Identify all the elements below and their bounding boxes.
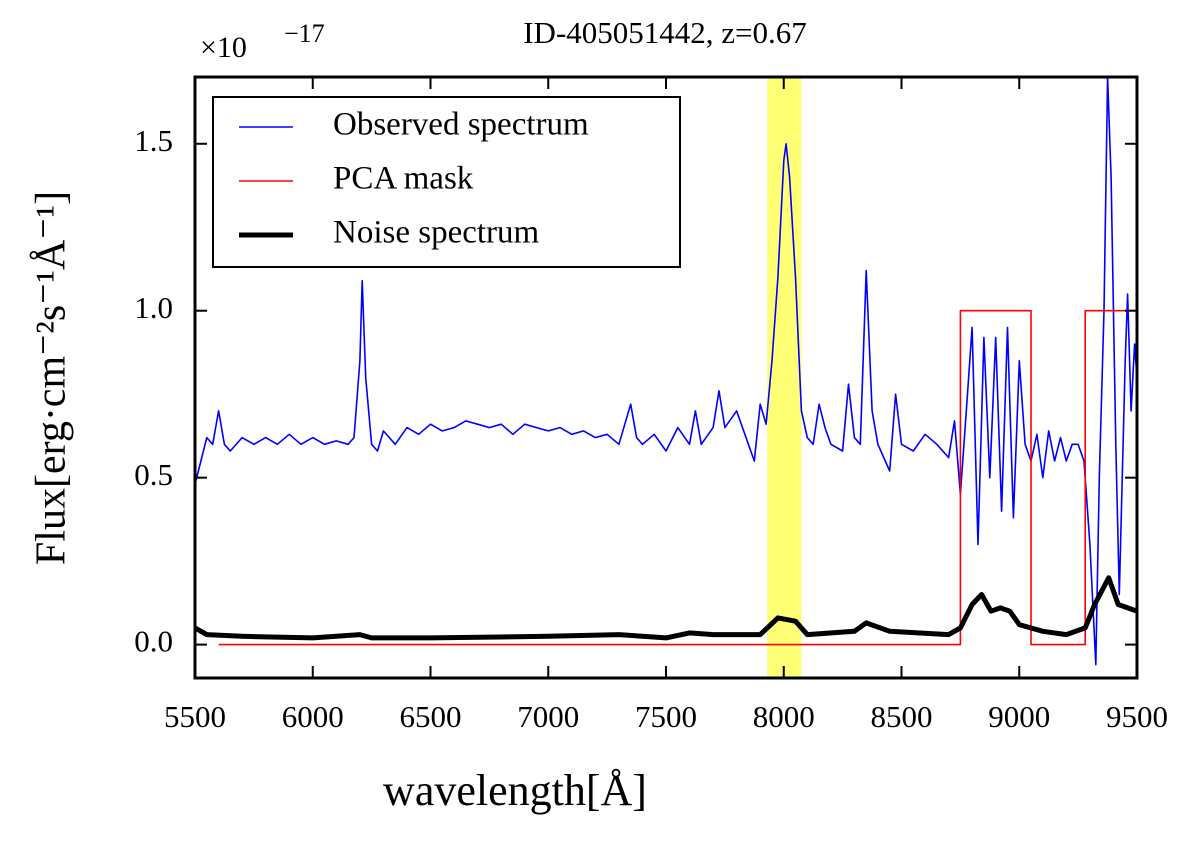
series-line: [218, 309, 1137, 646]
series-line: [195, 77, 1137, 666]
y-offset-exponent: −17: [284, 19, 325, 48]
legend-label: Observed spectrum: [333, 107, 589, 143]
x-tick-label: 8000: [753, 699, 815, 734]
x-tick-label: 5500: [164, 699, 226, 734]
x-tick-label: 9500: [1106, 699, 1168, 734]
chart-title: ID-405051442, z=0.67: [523, 15, 807, 50]
legend-label: PCA mask: [333, 161, 474, 197]
x-tick-label: 8500: [871, 699, 933, 734]
series-line: [195, 575, 1137, 641]
x-tick-label: 6500: [400, 699, 462, 734]
y-offset-base: ×10: [200, 31, 247, 64]
legend-label: Noise spectrum: [333, 215, 540, 251]
highlight-band: [767, 77, 802, 678]
y-tick-label: 1.5: [134, 123, 173, 158]
y-tick-label: 0.5: [134, 457, 173, 492]
x-tick-label: 9000: [988, 699, 1050, 734]
y-axis-label: Flux[erg·cm⁻²s⁻¹Å⁻¹]: [29, 191, 75, 565]
y-tick-label: 0.0: [134, 624, 173, 659]
x-tick-label: 6000: [282, 699, 344, 734]
x-tick-label: 7500: [635, 699, 697, 734]
x-tick-label: 7000: [517, 699, 579, 734]
y-tick-label: 1.0: [134, 290, 173, 325]
x-axis-label: wavelength[Å]: [383, 766, 647, 815]
legend-box: [212, 96, 681, 268]
